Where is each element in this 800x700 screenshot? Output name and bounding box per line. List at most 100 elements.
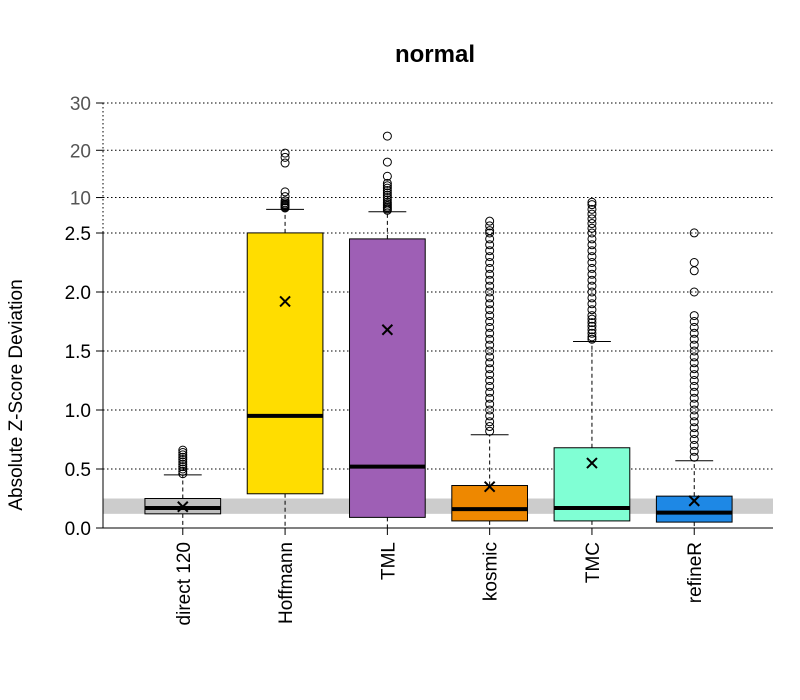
outlier-point	[587, 287, 597, 297]
mean-marker	[688, 495, 700, 507]
box-group	[246, 148, 324, 528]
outlier-point	[689, 370, 699, 380]
outlier-point	[485, 317, 495, 326]
outlier-point	[587, 318, 597, 328]
outlier-point	[485, 287, 495, 297]
outlier-point	[485, 370, 495, 380]
outlier-point	[689, 376, 699, 385]
outlier-point	[689, 405, 699, 415]
outlier-point	[178, 466, 188, 476]
outlier-point	[689, 352, 699, 362]
outlier-point	[178, 455, 188, 465]
outlier-point	[485, 281, 495, 291]
box-group	[553, 197, 631, 528]
outlier-point	[485, 293, 495, 303]
outlier-point	[587, 228, 597, 238]
outlier-point	[485, 417, 495, 427]
outlier-point	[485, 387, 495, 397]
y-axis-label: Absolute Z-Score Deviation	[6, 279, 27, 510]
outlier-point	[485, 269, 495, 279]
outlier-point	[485, 411, 495, 421]
outlier-point	[485, 334, 495, 344]
outlier-point	[689, 411, 699, 421]
box-body	[246, 232, 324, 495]
box-body	[553, 447, 631, 522]
outlier-point	[689, 417, 699, 427]
outlier-point	[689, 258, 699, 267]
outlier-point	[587, 252, 597, 262]
outlier-point	[587, 275, 597, 285]
outlier-point	[485, 364, 495, 374]
outlier-point	[485, 376, 495, 385]
box-group	[655, 228, 733, 528]
box-body	[349, 238, 426, 518]
outlier-point	[689, 358, 699, 368]
y-tick-label: 2.0	[65, 283, 91, 304]
outlier-point	[689, 346, 699, 356]
outlier-point	[587, 328, 597, 338]
outlier-point	[587, 219, 597, 229]
outlier-point	[485, 263, 495, 273]
y-tick-label: 1.0	[65, 401, 91, 422]
outlier-point	[382, 157, 392, 167]
outlier-point	[485, 299, 495, 309]
outlier-point	[689, 287, 699, 297]
outlier-point	[485, 240, 495, 250]
outlier-point	[485, 399, 495, 409]
outlier-point	[485, 305, 495, 315]
y-tick-label: 0.0	[65, 519, 91, 540]
mean-marker	[586, 457, 598, 469]
y-tick-label: 10	[70, 189, 91, 210]
mean-marker	[279, 295, 291, 308]
outlier-point	[689, 317, 699, 326]
outlier-point	[587, 214, 597, 224]
outlier-point	[178, 450, 188, 460]
box-group	[349, 131, 426, 528]
outlier-point	[280, 187, 290, 197]
outlier-point	[178, 447, 188, 457]
outlier-point	[689, 429, 699, 439]
outlier-point	[382, 185, 392, 195]
outlier-point	[382, 131, 392, 141]
outlier-point	[280, 196, 290, 206]
outlier-point	[485, 328, 495, 338]
outlier-point	[587, 209, 597, 219]
mean-marker	[177, 501, 189, 513]
outlier-point	[382, 188, 392, 198]
outlier-point	[689, 322, 699, 332]
outlier-point	[485, 422, 495, 432]
outlier-point	[178, 457, 188, 467]
x-tick-label: kosmic	[481, 542, 502, 601]
outlier-point	[485, 322, 495, 332]
outlier-point	[280, 152, 290, 162]
outlier-point	[382, 181, 392, 191]
outlier-point	[689, 423, 699, 433]
outlier-point	[485, 246, 495, 256]
y-tick-label: 2.5	[65, 224, 91, 245]
outlier-point	[689, 328, 699, 338]
outlier-point	[587, 314, 597, 324]
x-tick-label: TMC	[583, 542, 604, 583]
outlier-point	[689, 446, 699, 456]
outlier-point	[485, 358, 495, 368]
outlier-point	[587, 263, 597, 273]
outlier-point	[587, 334, 597, 344]
outlier-point	[587, 269, 597, 279]
outlier-point	[485, 352, 495, 362]
outlier-point	[485, 393, 495, 403]
y-tick-label: 30	[70, 94, 91, 115]
outlier-point	[485, 228, 495, 238]
outlier-point	[587, 293, 597, 303]
outlier-point	[485, 252, 495, 262]
outlier-point	[587, 281, 597, 291]
outlier-point	[485, 340, 495, 350]
outlier-point	[587, 246, 597, 256]
outlier-point	[587, 258, 597, 267]
x-tick-label: Hoffmann	[276, 542, 297, 624]
outlier-point	[689, 228, 699, 238]
outlier-point	[485, 221, 495, 231]
box-body	[451, 485, 529, 522]
outlier-point	[382, 171, 392, 181]
x-tick-label: direct 120	[174, 542, 195, 625]
outlier-point	[382, 195, 392, 205]
